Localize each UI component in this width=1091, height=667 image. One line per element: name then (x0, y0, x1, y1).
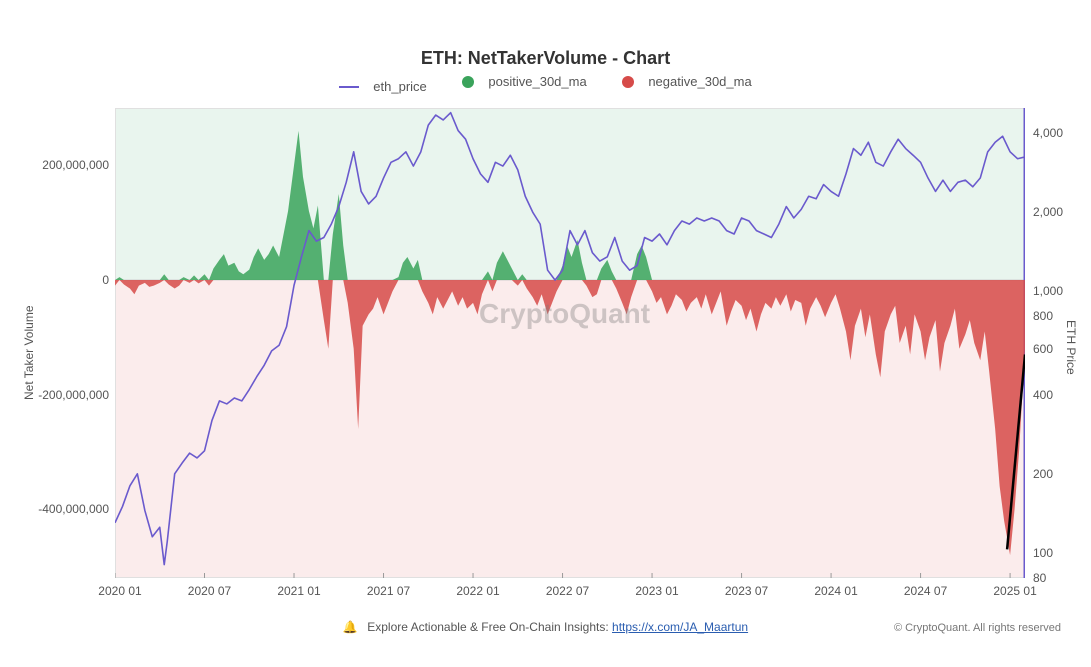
copyright-text: © CryptoQuant. All rights reserved (894, 622, 1061, 634)
legend-item-negative: negative_30d_ma (614, 74, 759, 89)
x-tick: 2020 01 (90, 584, 150, 598)
x-tick: 2021 01 (269, 584, 329, 598)
legend-swatch-line-icon (339, 86, 359, 88)
x-tick: 2022 01 (448, 584, 508, 598)
bell-icon: 🔔 (343, 620, 358, 634)
y-right-tick: 80 (1033, 571, 1046, 585)
legend-swatch-dot-icon (622, 76, 634, 88)
legend-label: eth_price (373, 79, 426, 94)
y-right-tick: 100 (1033, 546, 1053, 560)
footer-text: Explore Actionable & Free On-Chain Insig… (367, 620, 612, 634)
legend-swatch-dot-icon (462, 76, 474, 88)
y-left-axis-label: Net Taker Volume (22, 306, 36, 401)
y-right-tick: 600 (1033, 342, 1053, 356)
legend-label: negative_30d_ma (648, 74, 751, 89)
chart-title: ETH: NetTakerVolume - Chart (0, 48, 1091, 69)
x-tick: 2024 07 (896, 584, 956, 598)
x-tick: 2025 01 (985, 584, 1045, 598)
y-right-tick: 4,000 (1033, 126, 1063, 140)
y-right-axis-label: ETH Price (1064, 320, 1078, 375)
y-right-tick: 2,000 (1033, 205, 1063, 219)
x-tick: 2022 07 (538, 584, 598, 598)
legend-item-positive: positive_30d_ma (454, 74, 594, 89)
y-left-tick: -400,000,000 (14, 502, 109, 516)
y-left-tick: 0 (14, 273, 109, 287)
legend-label: positive_30d_ma (488, 74, 586, 89)
chart-svg (115, 108, 1025, 578)
chart-legend: eth_price positive_30d_ma negative_30d_m… (0, 74, 1091, 94)
y-left-tick: 200,000,000 (14, 158, 109, 172)
plot-area: CryptoQuant (115, 108, 1025, 578)
y-right-tick: 200 (1033, 467, 1053, 481)
chart-container: ETH: NetTakerVolume - Chart eth_price po… (0, 0, 1091, 667)
x-tick: 2021 07 (359, 584, 419, 598)
y-right-tick: 1,000 (1033, 284, 1063, 298)
footer-link[interactable]: https://x.com/JA_Maartun (612, 620, 748, 634)
y-left-tick: -200,000,000 (14, 388, 109, 402)
y-right-tick: 400 (1033, 388, 1053, 402)
x-tick: 2020 07 (180, 584, 240, 598)
x-tick: 2023 01 (627, 584, 687, 598)
y-right-tick: 800 (1033, 309, 1053, 323)
x-tick: 2023 07 (717, 584, 777, 598)
x-tick: 2024 01 (806, 584, 866, 598)
legend-item-price: eth_price (331, 79, 434, 94)
